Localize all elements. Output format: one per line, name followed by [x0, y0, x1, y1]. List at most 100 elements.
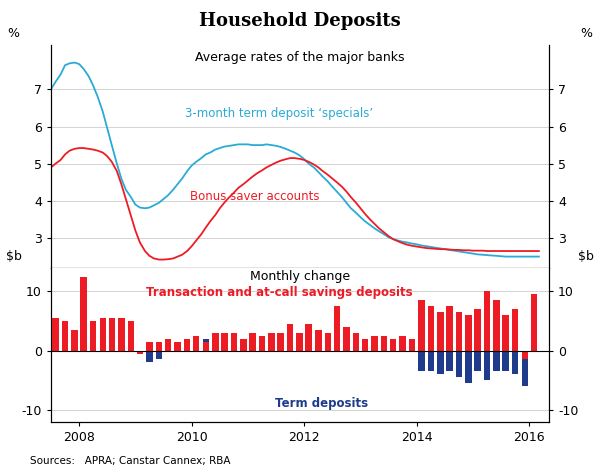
Text: Transaction and at-call savings deposits: Transaction and at-call savings deposits [146, 286, 412, 299]
Text: $b: $b [6, 250, 22, 263]
Bar [184, 339, 190, 350]
Bar [100, 318, 106, 350]
Bar [146, 341, 153, 350]
Bar [203, 339, 209, 350]
Bar [165, 339, 171, 350]
Bar [156, 350, 162, 359]
Bar [446, 350, 452, 371]
Bar [409, 339, 415, 350]
Bar [230, 333, 237, 350]
Bar [315, 336, 322, 350]
Bar [409, 345, 415, 350]
Bar [221, 333, 227, 350]
Bar [512, 350, 518, 374]
Bar [80, 318, 87, 350]
Bar [175, 341, 181, 350]
Bar [62, 321, 68, 350]
Bar [287, 327, 293, 350]
Bar [137, 350, 143, 354]
Bar [52, 330, 59, 350]
Bar [287, 324, 293, 350]
Bar [156, 341, 162, 350]
Bar [259, 336, 265, 350]
Bar [418, 350, 425, 371]
Bar [240, 339, 247, 350]
Bar [484, 292, 490, 350]
Bar [334, 327, 340, 350]
Bar [428, 350, 434, 371]
Bar [521, 350, 528, 359]
Text: Bonus saver accounts: Bonus saver accounts [190, 190, 320, 203]
Bar [212, 333, 218, 350]
Bar [343, 345, 350, 350]
Bar [100, 324, 106, 350]
Bar [71, 336, 78, 350]
Bar [109, 327, 115, 350]
Bar [371, 336, 378, 350]
Bar [109, 318, 115, 350]
Text: $b: $b [578, 250, 594, 263]
Bar [118, 318, 125, 350]
Bar [230, 333, 237, 350]
Bar [343, 327, 350, 350]
Text: 3-month term deposit ‘specials’: 3-month term deposit ‘specials’ [185, 107, 374, 120]
Text: Term deposits: Term deposits [275, 397, 368, 410]
Bar [475, 309, 481, 350]
Bar [146, 350, 153, 362]
Bar [71, 330, 78, 350]
Bar [90, 321, 97, 350]
Bar [118, 327, 125, 350]
Bar [502, 350, 509, 371]
Bar [325, 336, 331, 350]
Bar [465, 315, 472, 350]
Bar [512, 309, 518, 350]
Bar [62, 321, 68, 350]
Text: %: % [580, 27, 592, 41]
Bar [80, 276, 87, 350]
Bar [221, 333, 227, 350]
Bar [240, 339, 247, 350]
Bar [465, 350, 472, 383]
Bar [381, 341, 388, 350]
Bar [249, 336, 256, 350]
Bar [184, 339, 190, 350]
Bar [530, 330, 537, 350]
Bar [493, 300, 500, 350]
Bar [137, 350, 143, 354]
Bar [315, 330, 322, 350]
Bar [259, 336, 265, 350]
Text: Household Deposits: Household Deposits [199, 12, 401, 30]
Bar [390, 341, 397, 350]
Bar [128, 321, 134, 350]
Text: Sources:   APRA; Canstar Cannex; RBA: Sources: APRA; Canstar Cannex; RBA [30, 456, 230, 466]
Bar [456, 312, 462, 350]
Bar [362, 345, 368, 350]
Bar [203, 341, 209, 350]
Bar [437, 350, 443, 374]
Bar [437, 312, 443, 350]
Text: %: % [8, 27, 20, 41]
Bar [90, 330, 97, 350]
Bar [353, 341, 359, 350]
Bar [484, 350, 490, 380]
Bar [296, 333, 303, 350]
Bar [502, 315, 509, 350]
Bar [475, 350, 481, 371]
Bar [305, 330, 312, 350]
Bar [371, 341, 378, 350]
Bar [381, 336, 388, 350]
Bar [362, 339, 368, 350]
Bar [521, 350, 528, 386]
Bar [456, 350, 462, 377]
Bar [493, 350, 500, 371]
Bar [353, 333, 359, 350]
Bar [296, 333, 303, 350]
Bar [277, 333, 284, 350]
Bar [530, 294, 537, 350]
Bar [325, 333, 331, 350]
Bar [305, 324, 312, 350]
Bar [249, 333, 256, 350]
Bar [193, 336, 199, 350]
Bar [428, 306, 434, 350]
Bar [390, 339, 397, 350]
